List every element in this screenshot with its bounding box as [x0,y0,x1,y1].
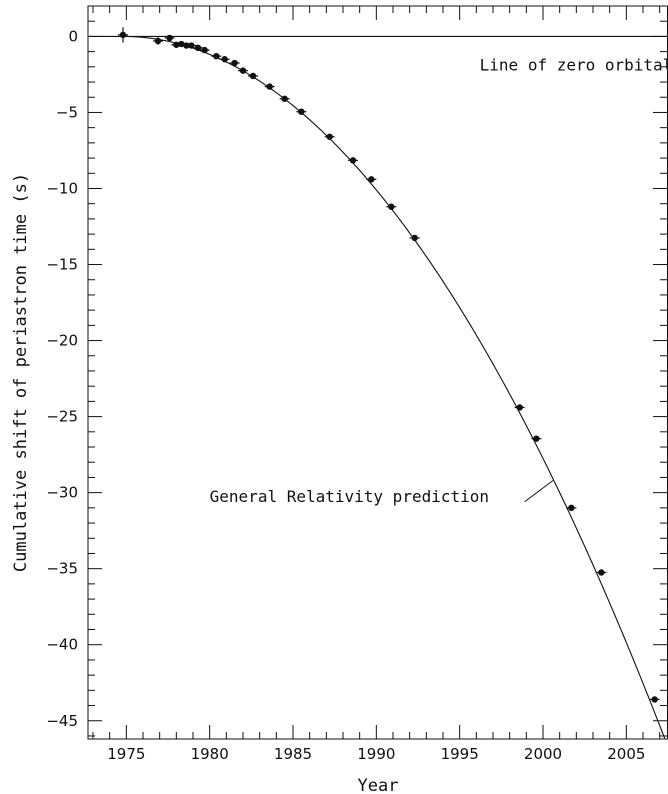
data-point [164,34,175,42]
y-tick-label: 0 [68,27,78,45]
y-tick-label: −40 [46,636,78,654]
plot-frame [87,5,668,740]
data-point [264,83,275,90]
point-marker [349,157,357,164]
data-point [366,176,377,183]
y-axis-label: Cumulative shift of periastron time (s) [11,173,31,572]
data-point [514,404,525,411]
y-tick-label: −5 [56,103,78,121]
point-marker [119,31,127,39]
point-marker [231,59,238,67]
x-tick-label: 2005 [607,745,645,763]
data-point [219,56,230,63]
data-point [324,133,335,140]
point-marker [326,133,333,140]
data-point [199,46,210,54]
point-marker [166,34,173,42]
data-point [409,234,420,242]
gr-prediction-label: General Relativity prediction [210,487,489,506]
point-marker [221,56,228,63]
y-tick-label: −10 [46,179,78,197]
x-tick-label: 1995 [441,745,479,763]
tick-labels: 1975 1980 1985 1990 1995 2000 2005 0 −5 −10 −15 −20… [46,27,645,763]
data-point [211,52,222,60]
y-tick-label: −45 [46,712,78,730]
point-marker [533,435,540,442]
annotations: Line of zero orbital decay General Relati… [210,55,668,506]
point-marker [598,569,605,576]
data-point [153,37,163,45]
point-marker [281,95,288,102]
point-marker [266,83,273,90]
data-point [118,27,128,43]
point-marker [249,72,257,80]
y-tick-label: −25 [46,408,78,426]
data-series [88,27,668,739]
data-point [229,59,240,67]
point-marker [194,44,202,52]
x-tick-label: 1985 [274,745,312,763]
data-point [386,203,397,210]
point-marker [388,203,395,210]
y-tick-label: −30 [46,484,78,502]
y-tick-label: −20 [46,332,78,350]
data-point [186,42,197,49]
data-point [531,435,542,442]
point-marker [173,41,180,48]
x-tick-label: 1990 [357,745,395,763]
point-marker [568,504,575,512]
data-point [279,95,290,102]
data-point [248,72,258,80]
point-marker [298,108,305,115]
point-marker [411,234,418,242]
point-marker [239,67,247,74]
data-point [296,108,307,115]
data-point [596,569,607,576]
x-tick-label: 1980 [191,745,229,763]
data-point [649,696,660,703]
point-marker [213,52,220,60]
point-marker [368,176,375,183]
data-point [238,67,248,74]
point-marker [154,37,162,45]
gr-pointer-line [524,480,554,503]
point-marker [188,42,195,49]
point-marker [516,404,523,411]
axis-ticks [88,5,667,739]
x-axis-label: Year [358,776,399,794]
data-point [193,44,203,52]
y-tick-label: −15 [46,256,78,274]
x-tick-label: 2000 [524,745,562,763]
point-marker [651,696,658,703]
x-tick-label: 1975 [107,745,145,763]
data-point [566,504,577,512]
plot-area [87,5,668,740]
point-marker [201,46,208,54]
y-tick-label: −35 [46,560,78,578]
data-point [348,157,358,164]
gr-prediction-curve [122,35,666,739]
zero-decay-label: Line of zero orbital decay [480,55,668,74]
